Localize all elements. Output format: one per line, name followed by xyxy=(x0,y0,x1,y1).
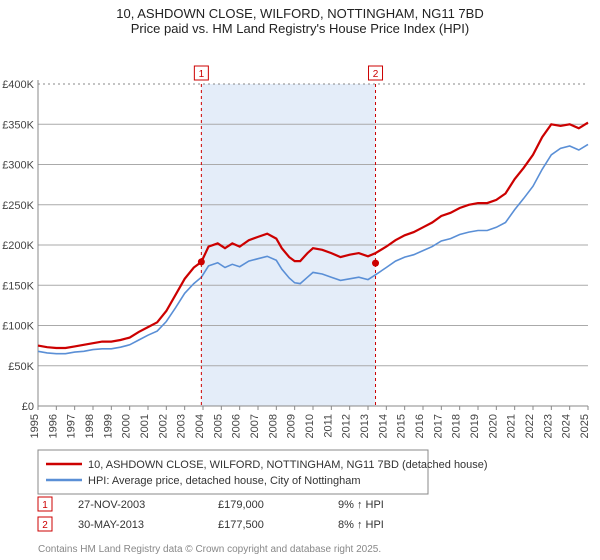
x-tick-label: 2008 xyxy=(267,414,279,438)
sale-row-price-1: £179,000 xyxy=(218,499,264,511)
x-tick-label: 1999 xyxy=(102,414,114,438)
legend-box xyxy=(38,450,428,494)
x-tick-label: 1998 xyxy=(84,414,96,438)
copyright-line-1: Contains HM Land Registry data © Crown c… xyxy=(38,544,381,555)
x-tick-label: 2003 xyxy=(176,414,188,438)
chart-container: 10, ASHDOWN CLOSE, WILFORD, NOTTINGHAM, … xyxy=(0,0,600,556)
y-tick-label: £200K xyxy=(2,240,34,252)
sale-marker-dot-2 xyxy=(372,260,379,267)
x-tick-label: 2023 xyxy=(542,414,554,438)
x-tick-label: 2019 xyxy=(469,414,481,438)
sale-row-price-2: £177,500 xyxy=(218,519,264,531)
price-chart: £0 £50K £100K £150K £200K £250K £300K £350K £400… xyxy=(0,36,600,556)
x-tick-label: 2007 xyxy=(249,414,261,438)
legend-label-hpi: HPI: Average price, detached house, City… xyxy=(88,475,361,487)
sale-marker-num-2: 2 xyxy=(373,69,379,80)
y-tick-label: £100K xyxy=(2,321,34,333)
x-tick-label: 2001 xyxy=(139,414,151,438)
y-tick-label: £400K xyxy=(2,79,34,91)
x-tick-label: 2018 xyxy=(451,414,463,438)
y-tick-label: £150K xyxy=(2,280,34,292)
x-tick-label: 2010 xyxy=(304,414,316,438)
sale-marker-num-1: 1 xyxy=(199,69,205,80)
x-tick-label: 2011 xyxy=(322,414,334,438)
x-tick-label: 2013 xyxy=(359,414,371,438)
y-tick-label: £300K xyxy=(2,160,34,172)
chart-titles: 10, ASHDOWN CLOSE, WILFORD, NOTTINGHAM, … xyxy=(0,0,600,36)
sale-row-date-1: 27-NOV-2003 xyxy=(78,499,145,511)
title-line-1: 10, ASHDOWN CLOSE, WILFORD, NOTTINGHAM, … xyxy=(0,6,600,21)
x-tick-label: 2009 xyxy=(286,414,298,438)
x-tick-label: 2005 xyxy=(212,414,224,438)
x-tick-label: 2014 xyxy=(377,414,389,438)
sale-row-num-2: 2 xyxy=(42,520,48,531)
sale-row-delta-2: 8% ↑ HPI xyxy=(338,519,384,531)
y-tick-label: £0 xyxy=(22,401,34,413)
x-tick-label: 2022 xyxy=(524,414,536,438)
x-tick-label: 2012 xyxy=(341,414,353,438)
x-tick-label: 2021 xyxy=(506,414,518,438)
x-tick-label: 1995 xyxy=(29,414,41,438)
y-tick-label: £250K xyxy=(2,200,34,212)
x-tick-label: 2015 xyxy=(396,414,408,438)
x-tick-label: 1996 xyxy=(47,414,59,438)
sale-row-date-2: 30-MAY-2013 xyxy=(78,519,144,531)
sale-marker-dot-1 xyxy=(198,258,205,265)
x-tick-label: 1997 xyxy=(66,414,78,438)
title-line-2: Price paid vs. HM Land Registry's House … xyxy=(0,21,600,36)
x-tick-label: 2020 xyxy=(487,414,499,438)
x-tick-label: 2016 xyxy=(414,414,426,438)
x-tick-label: 2017 xyxy=(432,414,444,438)
sale-row-num-1: 1 xyxy=(42,500,48,511)
x-tick-label: 2002 xyxy=(157,414,169,438)
x-tick-label: 2004 xyxy=(194,414,206,438)
x-tick-label: 2025 xyxy=(579,414,591,438)
legend-label-price_paid: 10, ASHDOWN CLOSE, WILFORD, NOTTINGHAM, … xyxy=(88,459,488,471)
x-tick-label: 2000 xyxy=(121,414,133,438)
y-tick-label: £50K xyxy=(8,361,34,373)
x-tick-label: 2006 xyxy=(231,414,243,438)
sale-row-delta-1: 9% ↑ HPI xyxy=(338,499,384,511)
x-tick-label: 2024 xyxy=(561,414,573,438)
y-tick-label: £350K xyxy=(2,119,34,131)
